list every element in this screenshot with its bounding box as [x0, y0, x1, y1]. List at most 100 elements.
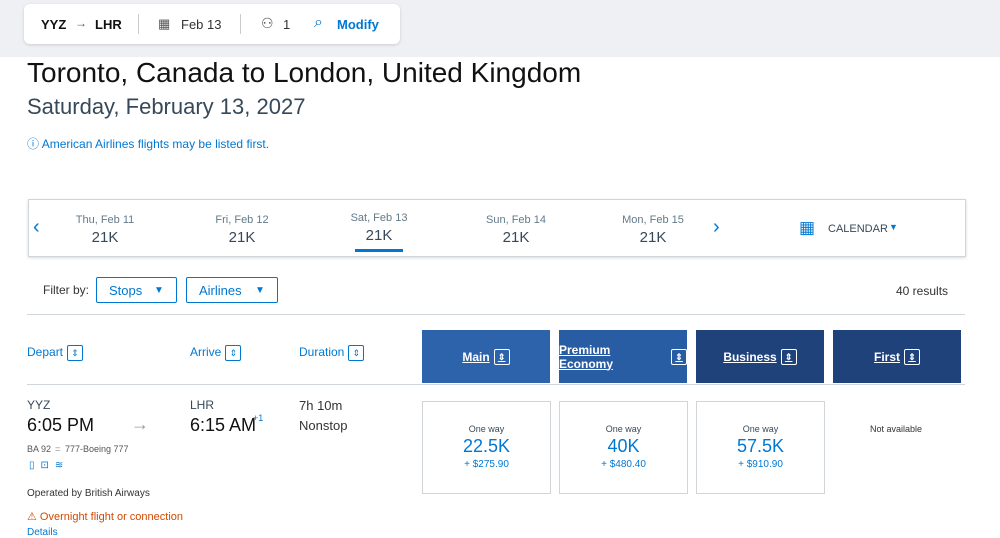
- date-tab[interactable]: Thu, Feb 11 21K: [55, 214, 155, 246]
- cabin-name: First: [873, 349, 900, 364]
- details-link[interactable]: Details: [27, 527, 58, 538]
- day-label: Mon, Feb 15: [622, 214, 684, 226]
- title: Toronto, Canada to London, United Kingdo…: [27, 57, 582, 88]
- cabin-name: Main: [462, 349, 490, 364]
- subtitle: Saturday, February 13, 2027: [27, 94, 306, 119]
- fare-cash: + $910.90: [738, 459, 783, 470]
- next-arrow[interactable]: ›: [713, 216, 720, 238]
- date-strip: [28, 199, 966, 257]
- search-card[interactable]: YYZ → LHR ▦ Feb 13 ⚇ 1 ⌕ Modify: [24, 4, 400, 44]
- fare-cash: + $480.40: [601, 459, 646, 470]
- destination: LHR: [95, 17, 122, 32]
- day-price: 21K: [365, 227, 393, 244]
- filter-label: Filter by:: [43, 283, 90, 297]
- cabin-header[interactable]: First ⇕: [833, 330, 961, 383]
- arrow-icon: →: [75, 16, 87, 30]
- date-tab[interactable]: Sun, Feb 14 21K: [466, 214, 566, 246]
- duration-header: Duration: [299, 345, 345, 360]
- day-label: Sun, Feb 14: [486, 214, 546, 226]
- sort-icon: ⇕: [671, 348, 687, 365]
- date-tab[interactable]: Fri, Feb 12 21K: [192, 214, 292, 246]
- day-offset: +1: [253, 413, 264, 423]
- sort-icon: ⇕: [493, 348, 510, 365]
- flight-destination: LHR: [190, 398, 215, 412]
- day-price: 21K: [502, 229, 530, 246]
- aircraft: 777-Boeing 777: [65, 444, 129, 454]
- cabin-header[interactable]: Business ⇕: [696, 330, 824, 383]
- sort-icon: ⇕: [348, 345, 365, 361]
- flight-origin: YYZ: [27, 398, 51, 412]
- day-price: 21K: [91, 229, 119, 246]
- depart-header: Depart: [27, 345, 64, 360]
- arrow-icon: →: [131, 414, 149, 434]
- notice-text: American Airlines flights may be listed …: [41, 137, 270, 151]
- flight-number: BA 92: [27, 444, 52, 454]
- notice: ⓘ American Airlines flights may be liste…: [27, 135, 269, 152]
- modify-button[interactable]: Modify: [337, 17, 379, 32]
- stops: Nonstop: [299, 418, 348, 433]
- operator: Operated by British Airways: [27, 488, 150, 499]
- arrive-sort[interactable]: Arrive ⇕: [190, 345, 242, 361]
- fare-type: One way: [468, 424, 505, 434]
- fare-miles: 22.5K: [462, 436, 511, 456]
- person-icon: ⚇: [261, 15, 274, 31]
- date-tab-selected[interactable]: Sat, Feb 13 21K: [329, 212, 429, 244]
- cabin-name: Business: [723, 349, 777, 364]
- origin: YYZ: [41, 17, 67, 32]
- duration: 7h 10m: [299, 398, 343, 413]
- fare-cash: + $275.90: [464, 459, 509, 470]
- stops-filter[interactable]: Stops ▼: [96, 277, 177, 303]
- divider: [138, 14, 139, 34]
- calendar-button[interactable]: CALENDAR: [828, 223, 888, 235]
- results-count: 40 results: [896, 284, 949, 298]
- fare-card[interactable]: One way 57.5K + $910.90: [696, 401, 825, 494]
- airlines-text: Airlines: [199, 283, 242, 298]
- fare-type: One way: [605, 424, 642, 434]
- sort-icon: ⇕: [904, 348, 920, 365]
- duration-sort[interactable]: Duration ⇕: [299, 345, 365, 361]
- fare-miles: 40K: [607, 436, 640, 456]
- calendar-icon: ▦: [158, 16, 171, 31]
- date-tab[interactable]: Mon, Feb 15 21K: [603, 214, 703, 246]
- divider: [240, 14, 241, 34]
- day-price: 21K: [639, 229, 667, 246]
- day-price: 21K: [228, 229, 256, 246]
- fare-card[interactable]: One way 40K + $480.40: [559, 401, 688, 494]
- separator: [27, 314, 965, 315]
- fare-miles: 57.5K: [736, 436, 785, 456]
- depart-time: 6:05 PM: [27, 415, 95, 435]
- day-label: Sat, Feb 13: [350, 212, 408, 224]
- search-icon: ⌕: [314, 14, 323, 31]
- caret: ▼: [889, 222, 898, 232]
- warning: ⚠ Overnight flight or connection: [27, 510, 183, 523]
- day-label: Thu, Feb 11: [75, 214, 135, 226]
- sort-icon: ⇕: [225, 345, 242, 361]
- arrive-header: Arrive: [190, 345, 222, 360]
- prev-arrow[interactable]: ‹: [33, 216, 40, 238]
- warning-text: Overnight flight or connection: [39, 511, 184, 523]
- stops-text: Stops: [109, 283, 143, 298]
- first-fare: Not available: [870, 424, 923, 434]
- fare-type: One way: [742, 424, 779, 434]
- selected-underline: [355, 249, 403, 252]
- cabin-header[interactable]: Premium Economy ⇕: [559, 330, 687, 383]
- info-icon: ⓘ: [27, 137, 42, 151]
- dot: =: [55, 444, 61, 454]
- sort-icon: ⇕: [780, 348, 797, 365]
- depart-sort[interactable]: Depart ⇕: [27, 345, 84, 361]
- passengers: 1: [283, 17, 291, 32]
- sort-icon: ⇕: [67, 345, 84, 361]
- caret: ▼: [255, 285, 265, 296]
- amenity-icons: ▯⊡≋: [29, 460, 70, 471]
- arrive-time: 6:15 AM: [190, 415, 257, 435]
- airlines-filter[interactable]: Airlines ▼: [186, 277, 278, 303]
- calendar-icon: ▦: [799, 218, 816, 237]
- cabin-name: Premium Economy: [559, 342, 614, 371]
- separator: [27, 384, 965, 385]
- fare-card[interactable]: One way 22.5K + $275.90: [422, 401, 551, 494]
- date: Feb 13: [181, 17, 222, 32]
- day-label: Fri, Feb 12: [215, 214, 269, 226]
- warning-icon: ⚠: [27, 511, 40, 523]
- cabin-header[interactable]: Main ⇕: [422, 330, 550, 383]
